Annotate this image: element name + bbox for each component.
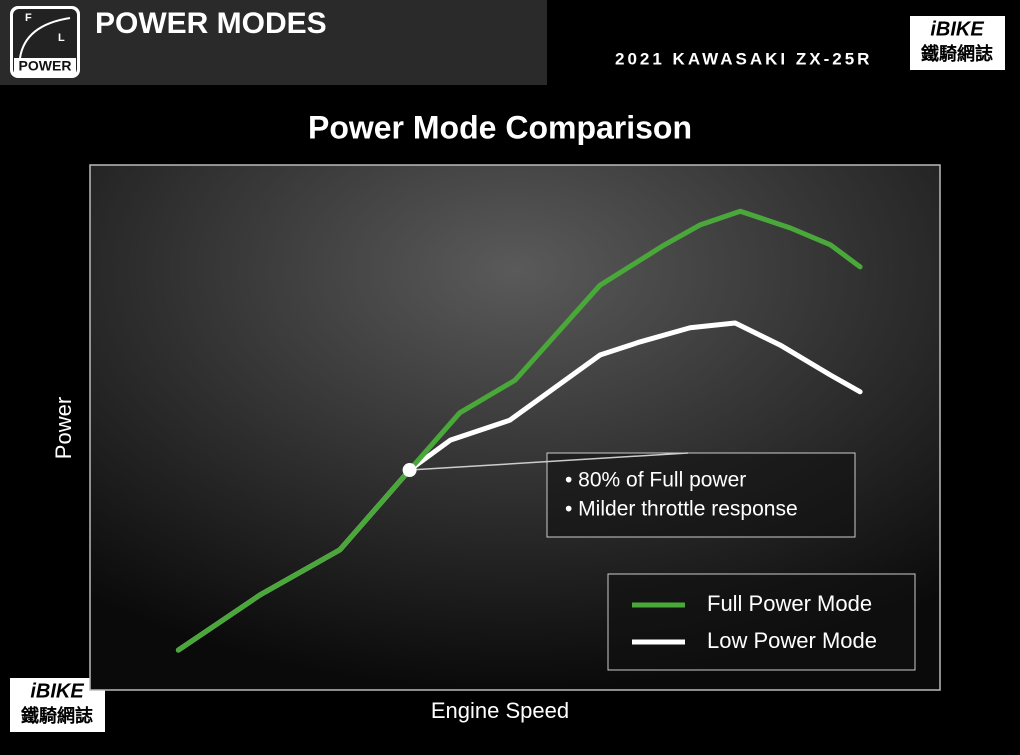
legend-box [607,573,916,671]
data-line [175,208,863,653]
header-bar [0,0,547,85]
annotation-box [546,452,856,538]
x-axis-label: Engine Speed [431,698,569,723]
header-subtitle: 2021 KAWASAKI ZX-25R [615,49,872,68]
legend-label: Full Power Mode [707,591,872,616]
callout-leader [409,452,689,471]
y-axis-label: Power [51,397,76,459]
logo: iBIKE [930,18,984,40]
icon-label: L [58,32,65,44]
chart-title: Power Mode Comparison [308,109,692,145]
logo: iBIKE [30,680,84,702]
legend-label: Low Power Mode [707,628,877,653]
logo-box [10,678,105,732]
annotation-text: • Milder throttle response [565,498,798,521]
callout-point [402,463,417,478]
icon-label: POWER [19,58,72,74]
header-title: POWER MODES [95,7,327,40]
logo-sub: 鐵騎網誌 [21,705,93,726]
icon-band [14,58,76,75]
logo-sub: 鐵騎網誌 [921,43,993,64]
logo-box [910,16,1005,70]
icon-curve [19,17,71,59]
icon-label: F [25,12,32,24]
annotation-text: • 80% of Full power [565,469,746,492]
